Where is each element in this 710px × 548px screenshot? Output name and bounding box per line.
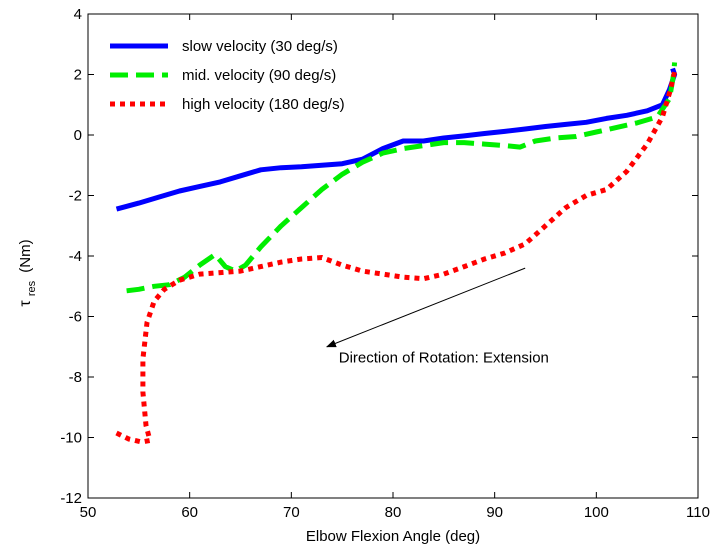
y-tick-label: -10 — [60, 430, 82, 447]
y-tick-label: -8 — [69, 369, 82, 386]
series-line-1 — [115, 67, 678, 212]
legend: slow velocity (30 deg/s) mid. velocity (9… — [110, 38, 345, 113]
y-tick-label: -2 — [69, 188, 82, 205]
legend-label-3: high velocity (180 deg/s) — [182, 96, 345, 113]
y-axis-label: τ res (Nm) — [17, 239, 39, 306]
legend-label-2: mid. velocity (90 deg/s) — [182, 67, 336, 84]
y-axis-label-subscript: res — [26, 280, 38, 296]
x-tick-label: 80 — [385, 504, 402, 521]
x-tick-label: 90 — [486, 504, 503, 521]
legend-label-1: slow velocity (30 deg/s) — [182, 38, 338, 55]
annotation-text: Direction of Rotation: Extension — [339, 349, 549, 366]
y-tick-label: 2 — [74, 67, 82, 84]
series-layer — [115, 62, 678, 445]
y-tick-label: 4 — [74, 6, 82, 23]
x-tick-label: 100 — [584, 504, 609, 521]
x-tick-label: 60 — [181, 504, 198, 521]
y-tick-label: -12 — [60, 490, 82, 507]
y-axis: -12 -10 -8 -6 -4 -2 0 2 4 — [60, 6, 698, 507]
annotation-layer: Direction of Rotation: Extension — [325, 267, 549, 366]
x-tick-label: 70 — [283, 504, 300, 521]
x-tick-label: 50 — [80, 504, 97, 521]
y-axis-label-symbol: τ — [17, 300, 34, 307]
y-tick-label: -6 — [69, 309, 82, 326]
x-axis: 50 60 70 80 90 100 110 — [80, 14, 710, 521]
annotation-arrow — [325, 267, 526, 348]
y-tick-label: 0 — [74, 127, 82, 144]
x-axis-label: Elbow Flexion Angle (deg) — [306, 528, 480, 545]
series-line-2 — [126, 62, 678, 294]
y-tick-label: -4 — [69, 248, 82, 265]
plot-area — [87, 13, 699, 499]
x-tick-label: 110 — [686, 504, 710, 521]
y-axis-label-unit: (Nm) — [17, 239, 34, 272]
